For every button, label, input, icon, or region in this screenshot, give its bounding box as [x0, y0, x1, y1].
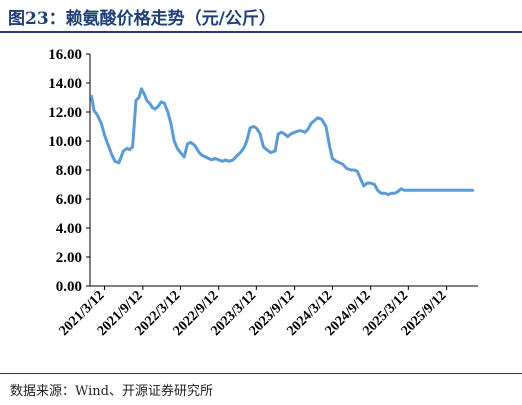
- source-note: 数据来源：Wind、开源证券研究所: [10, 380, 213, 399]
- series-line: [92, 89, 473, 195]
- y-tick-label: 4.00: [56, 221, 82, 237]
- y-tick-label: 2.00: [56, 250, 82, 266]
- y-tick-label: 16.00: [48, 47, 82, 63]
- y-tick-label: 14.00: [48, 76, 82, 92]
- y-tick-label: 0.00: [56, 279, 82, 295]
- y-tick-label: 12.00: [48, 105, 82, 121]
- y-axis: 0.00 2.00 4.00 6.00 8.00 10.00 12.00 14.00 16.00: [48, 47, 90, 295]
- y-tick-label: 8.00: [56, 163, 82, 179]
- x-axis: 2021/3/122021/9/122022/3/122022/9/122023…: [57, 286, 478, 339]
- y-tick-label: 6.00: [56, 192, 82, 208]
- source-divider: [0, 373, 522, 374]
- y-tick-label: 10.00: [48, 134, 82, 150]
- line-chart: 0.00 2.00 4.00 6.00 8.00 10.00 12.00 14.00 16.00…: [0, 0, 522, 372]
- plot-area: [92, 89, 473, 195]
